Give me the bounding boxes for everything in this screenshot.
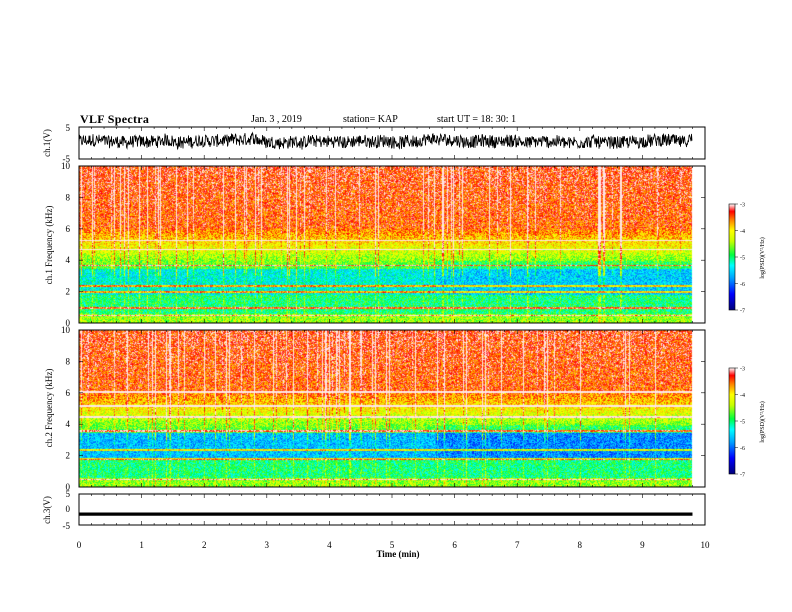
ch1-ytick-top: 5 xyxy=(66,123,71,133)
ch2-colorbar-tick-label: -5 xyxy=(740,420,745,426)
ch1-voltage-trace xyxy=(78,131,693,151)
ch2-freq-ytick-label: 8 xyxy=(66,356,71,366)
ch2-colorbar-tick-label: -6 xyxy=(740,446,745,452)
ch1-colorbar-tick-label: -6 xyxy=(740,282,745,288)
time-xtick-label: 4 xyxy=(327,540,332,550)
time-xtick-label: 2 xyxy=(202,540,207,550)
ch3-voltage-panel: 5 0 -5 ch.3(V) 0 1 2 3 4 5 6 7 8 9 10 Time (min) xyxy=(42,489,710,559)
time-xtick-label: 3 xyxy=(265,540,270,550)
ch1-colorbar-label: log(PSD)(V²/Hz) xyxy=(759,237,766,278)
ch2-colorbar-label: log(PSD)(V²/Hz) xyxy=(759,401,766,442)
time-xtick-label: 8 xyxy=(578,540,583,550)
ch2-colorbar xyxy=(728,367,736,475)
ch1-voltage-ylabel: ch.1(V) xyxy=(42,129,52,157)
ch2-freq-ytick-label: 0 xyxy=(66,482,71,492)
ch2-freq-ytick-label: 6 xyxy=(66,388,71,398)
ch1-freq-ytick-label: 4 xyxy=(66,255,71,265)
ch2-freq-ytick-label: 4 xyxy=(66,419,71,429)
start-time-label: start UT = 18: 30: 1 xyxy=(437,114,517,125)
station-label: station= KAP xyxy=(343,114,398,125)
ch1-freq-ytick-label: 0 xyxy=(66,318,71,328)
time-xtick-label: 9 xyxy=(640,540,645,550)
ch2-colorbar-tick-label: -3 xyxy=(740,367,745,373)
ch1-colorbar-tick-label: -4 xyxy=(740,229,745,235)
time-xtick-label: 6 xyxy=(452,540,457,550)
time-xtick-label: 5 xyxy=(390,540,395,550)
ch1-voltage-panel: 5 -5 ch.1(V) xyxy=(42,123,706,164)
ch2-freq-ytick-label: 10 xyxy=(61,325,71,335)
ch3-ytick-mid: 0 xyxy=(66,504,71,514)
ch1-spectrogram xyxy=(79,166,705,323)
ch1-freq-ytick-label: 6 xyxy=(66,224,71,234)
ch3-ytick-bottom: -5 xyxy=(63,521,71,531)
ch1-freq-ytick-label: 2 xyxy=(66,287,71,297)
time-xtick-label: 7 xyxy=(515,540,520,550)
ch2-freq-ylabel: ch.2 Frequency (kHz) xyxy=(44,369,54,448)
ch1-colorbar-tick-label: -3 xyxy=(740,203,745,209)
ch3-ytick-top: 5 xyxy=(66,489,71,499)
ch1-colorbar-tick-label: -5 xyxy=(740,256,745,262)
ch2-spectrogram xyxy=(79,330,705,487)
ch1-freq-ytick-label: 8 xyxy=(66,192,71,202)
figure-title: VLF Spectra xyxy=(80,112,150,126)
time-xlabel: Time (min) xyxy=(376,549,419,559)
ch1-freq-ylabel-top: ch.1 Frequency (kHz) xyxy=(44,206,54,285)
ch1-ytick-bottom: -5 xyxy=(63,154,71,164)
ch2-freq-ytick-label: 2 xyxy=(66,451,71,461)
ch3-voltage-frame xyxy=(78,493,706,526)
time-xtick-label: 10 xyxy=(701,540,711,550)
ch1-freq-ytick-label: 10 xyxy=(61,161,71,171)
time-xtick-label: 0 xyxy=(77,540,82,550)
ch3-voltage-ylabel: ch.3(V) xyxy=(42,496,52,524)
ch1-colorbar-tick-label: -7 xyxy=(740,309,745,315)
ch2-colorbar-tick-label: -7 xyxy=(740,473,745,479)
ch1-colorbar xyxy=(728,203,736,311)
date-label: Jan. 3 , 2019 xyxy=(251,114,302,125)
ch2-colorbar-tick-label: -4 xyxy=(740,393,745,399)
time-xtick-label: 1 xyxy=(139,540,144,550)
